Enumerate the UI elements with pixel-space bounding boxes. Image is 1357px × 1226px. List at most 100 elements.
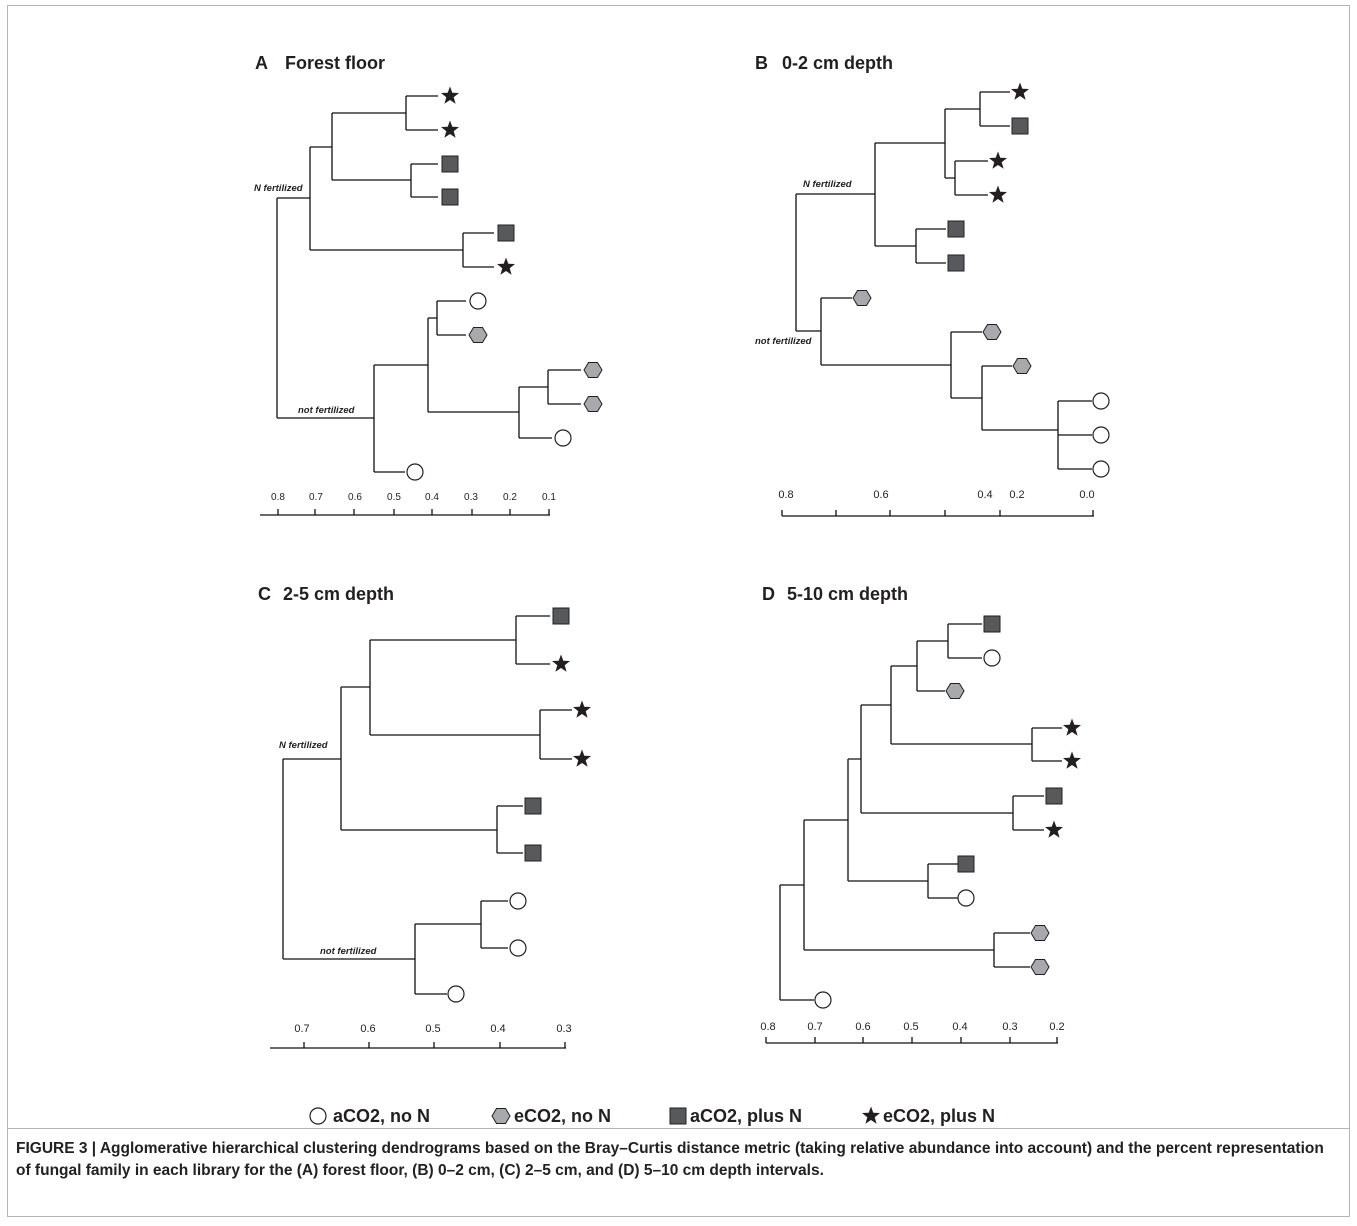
- axis-tick-label: 0.3: [464, 492, 478, 503]
- branch: [891, 727, 1062, 762]
- branch: [374, 318, 429, 412]
- branch: [804, 759, 849, 881]
- hexagon-icon: [468, 327, 488, 343]
- axis-tick-label: 0.5: [903, 1021, 918, 1033]
- hexagon-icon: [852, 290, 872, 306]
- branch: [861, 666, 892, 744]
- axis-tick-label: 0.2: [503, 492, 517, 503]
- star-icon: [1011, 82, 1029, 100]
- star-icon: [1045, 820, 1063, 838]
- hexagon-icon: [982, 324, 1002, 340]
- branch: [415, 900, 508, 949]
- axis-tick-label: 0.3: [556, 1023, 571, 1035]
- hexagon-icon: [583, 362, 603, 378]
- hexagon-icon: [491, 1108, 511, 1124]
- star-icon: [1063, 718, 1081, 736]
- branch: [332, 163, 438, 198]
- square-icon: [1045, 787, 1063, 805]
- square-icon: [552, 607, 570, 625]
- panel-letter: A: [255, 53, 268, 73]
- branch: [951, 365, 1012, 430]
- group-label-n-fertilized: N fertilized: [254, 183, 303, 194]
- star-icon: [573, 749, 591, 767]
- panel-b: [781, 91, 1094, 517]
- figure-caption: FIGURE 3 | Agglomerative hierarchical cl…: [16, 1140, 1324, 1179]
- axis-tick-label: 0.0: [1079, 489, 1094, 501]
- branch: [341, 640, 371, 735]
- circle-icon: [983, 649, 1001, 667]
- branch: [370, 709, 572, 760]
- axis-tick-label: 0.4: [977, 489, 992, 501]
- branch: [848, 863, 958, 899]
- axis-tick-label: 0.5: [425, 1023, 440, 1035]
- circle-icon: [406, 463, 424, 481]
- axis-tick-label: 0.7: [294, 1023, 309, 1035]
- group-label-not-fertilized: not fertilized: [320, 946, 377, 957]
- square-icon: [947, 254, 965, 272]
- axis-tick-label: 0.7: [807, 1021, 822, 1033]
- branch: [277, 147, 311, 250]
- axis-tick-label: 0.8: [271, 492, 285, 503]
- panel-a-text: A Forest floor N fertilized not fertiliz…: [254, 53, 556, 503]
- branch: [945, 91, 1010, 127]
- branch: [428, 300, 466, 336]
- panel-c: [270, 615, 572, 1049]
- branch: [875, 109, 946, 178]
- hexagon-icon: [1012, 358, 1032, 374]
- branch: [780, 820, 805, 950]
- figure-frame: [7, 5, 1350, 1217]
- square-icon: [441, 188, 459, 206]
- branch: [277, 365, 405, 473]
- panel-title: 0-2 cm depth: [782, 53, 893, 73]
- branch: [804, 932, 1030, 968]
- axis-tick-label: 0.6: [855, 1021, 870, 1033]
- square-icon: [524, 844, 542, 862]
- dendrogram-figure: A Forest floor N fertilized not fertiliz…: [254, 53, 1110, 1126]
- branch: [283, 687, 342, 830]
- axis-tick-label: 0.5: [387, 492, 401, 503]
- square-icon: [1011, 117, 1029, 135]
- axis-tick-label: 0.2: [1009, 489, 1024, 501]
- circle-icon: [1092, 392, 1110, 410]
- square-icon: [524, 797, 542, 815]
- square-icon: [957, 855, 975, 873]
- group-label-n-fertilized: N fertilized: [803, 179, 852, 190]
- axis-tick-label: 0.4: [425, 492, 439, 503]
- panel-a: [260, 95, 581, 516]
- circle-icon: [1092, 460, 1110, 478]
- axis-tick-label: 0.4: [952, 1021, 967, 1033]
- branch: [821, 331, 982, 398]
- branch: [428, 387, 552, 439]
- branch: [891, 641, 945, 692]
- axis-tick-label: 0.6: [360, 1023, 375, 1035]
- square-icon: [497, 224, 515, 242]
- circle-icon: [509, 939, 527, 957]
- branch: [370, 615, 550, 665]
- square-icon: [669, 1107, 687, 1125]
- branch: [796, 143, 876, 246]
- legend-label: eCO2, plus N: [883, 1106, 995, 1126]
- panel-title: Forest floor: [285, 53, 385, 73]
- branch: [861, 795, 1044, 831]
- axis-tick-label: 0.4: [490, 1023, 505, 1035]
- panel-b-text: B 0-2 cm depth N fertilized not fertiliz…: [755, 53, 1095, 501]
- legend-label: aCO2, plus N: [690, 1106, 802, 1126]
- axis-tick-label: 0.2: [1049, 1021, 1064, 1033]
- axis-tick-label: 0.3: [1002, 1021, 1017, 1033]
- panel-c-text: C 2-5 cm depth N fertilized not fertiliz…: [258, 584, 572, 1035]
- hexagon-icon: [1030, 959, 1050, 975]
- branch: [332, 95, 438, 131]
- axis-line: [260, 509, 550, 516]
- branch: [875, 228, 946, 264]
- hexagon-icon: [945, 683, 965, 699]
- branch: [519, 369, 581, 405]
- group-label-n-fertilized: N fertilized: [279, 740, 328, 751]
- branch: [917, 623, 982, 659]
- hexagon-icon: [583, 396, 603, 412]
- panel-title: 5-10 cm depth: [787, 584, 908, 604]
- star-icon: [862, 1106, 880, 1124]
- panel-d-leaves: [814, 615, 1081, 1009]
- branch: [779, 885, 814, 1001]
- circle-icon: [957, 889, 975, 907]
- panel-a-leaves: [406, 86, 603, 481]
